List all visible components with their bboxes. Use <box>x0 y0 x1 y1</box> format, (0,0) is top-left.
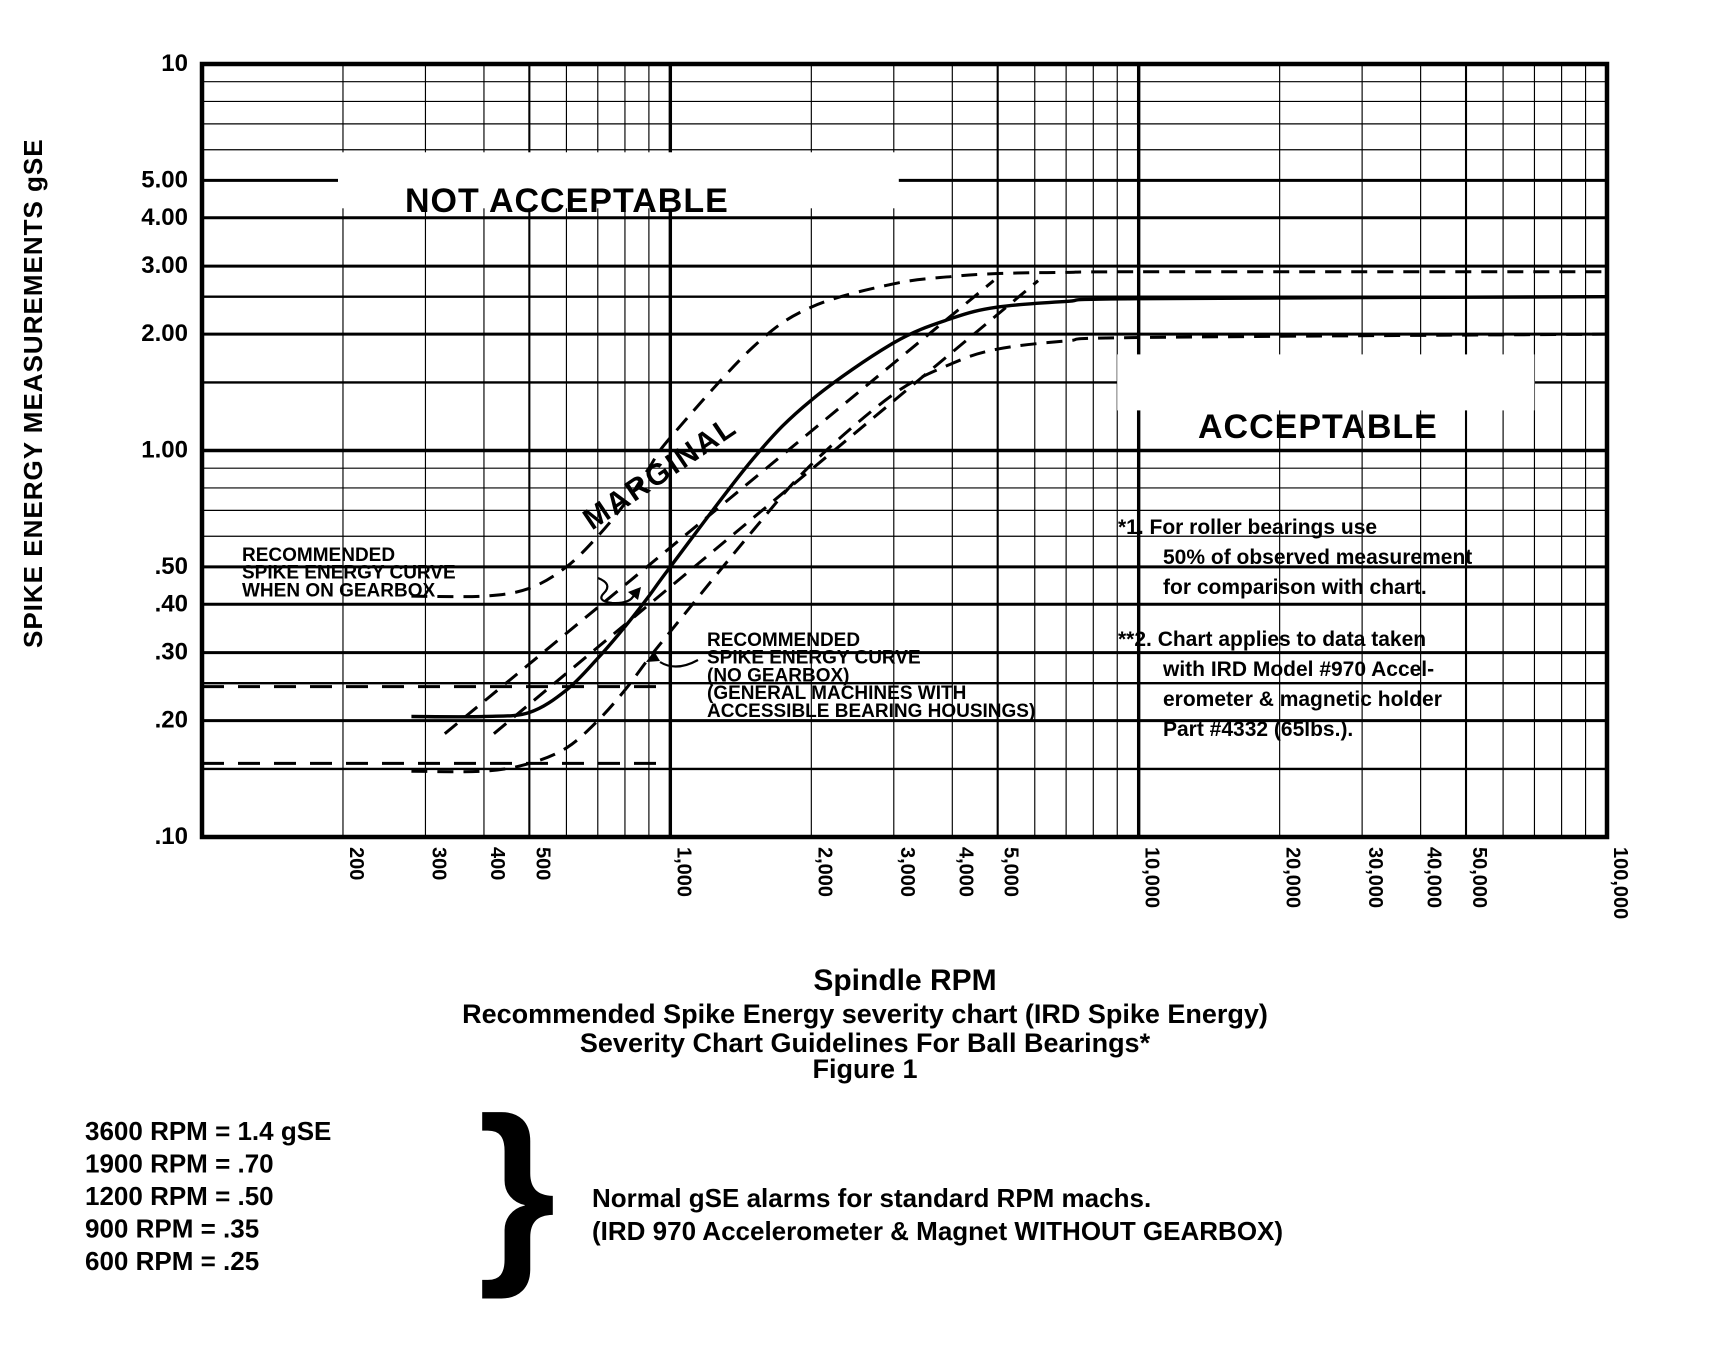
svg-text:100,000: 100,000 <box>1609 847 1631 919</box>
svg-text:3.00: 3.00 <box>141 252 188 279</box>
svg-text:WHEN ON GEARBOX: WHEN ON GEARBOX <box>242 580 436 601</box>
svg-text:50,000: 50,000 <box>1468 847 1490 908</box>
svg-text:}: } <box>478 1077 556 1300</box>
svg-text:.10: .10 <box>155 823 188 850</box>
svg-text:1,000: 1,000 <box>672 847 694 897</box>
svg-text:5.00: 5.00 <box>141 166 188 193</box>
svg-text:.50: .50 <box>155 553 188 580</box>
svg-text:10,000: 10,000 <box>1141 847 1163 908</box>
svg-text:3600 RPM = 1.4 gSE: 3600 RPM = 1.4 gSE <box>85 1116 331 1146</box>
svg-text:4,000: 4,000 <box>954 847 976 897</box>
svg-text:1200 RPM = .50: 1200 RPM = .50 <box>85 1181 274 1211</box>
svg-text:ACCESSIBLE BEARING HOUSINGS): ACCESSIBLE BEARING HOUSINGS) <box>707 701 1035 722</box>
svg-text:1.00: 1.00 <box>141 437 188 464</box>
svg-text:Recommended Spike Energy sever: Recommended Spike Energy severity chart … <box>462 999 1268 1029</box>
svg-text:Spindle RPM: Spindle RPM <box>813 964 996 997</box>
svg-text:40,000: 40,000 <box>1423 847 1445 908</box>
svg-text:400: 400 <box>486 847 508 880</box>
svg-text:NOT ACCEPTABLE: NOT ACCEPTABLE <box>405 182 729 220</box>
svg-text:2.00: 2.00 <box>141 320 188 347</box>
svg-text:50% of observed measurement: 50% of observed measurement <box>1163 546 1472 569</box>
svg-text:**2. Chart applies to data tak: **2. Chart applies to data taken <box>1118 628 1426 651</box>
svg-text:.40: .40 <box>155 590 188 617</box>
svg-text:1900 RPM = .70: 1900 RPM = .70 <box>85 1149 274 1179</box>
svg-text:(IRD 970 Accelerometer & Magne: (IRD 970 Accelerometer & Magnet WITHOUT … <box>592 1216 1283 1246</box>
svg-text:MARGINAL: MARGINAL <box>577 410 743 537</box>
svg-text:.30: .30 <box>155 639 188 666</box>
svg-text:Figure 1: Figure 1 <box>812 1054 917 1084</box>
svg-text:300: 300 <box>428 847 450 880</box>
svg-text:4.00: 4.00 <box>141 204 188 231</box>
svg-text:Part #4332 (65lbs.).: Part #4332 (65lbs.). <box>1163 718 1353 741</box>
svg-text:with IRD Model #970 Accel-: with IRD Model #970 Accel- <box>1162 658 1434 681</box>
svg-text:ACCEPTABLE: ACCEPTABLE <box>1198 408 1438 446</box>
svg-text:600 RPM = .25: 600 RPM = .25 <box>85 1246 259 1276</box>
svg-text:Normal gSE alarms for standard: Normal gSE alarms for standard RPM machs… <box>592 1183 1151 1213</box>
svg-text:for comparison with chart.: for comparison with chart. <box>1163 576 1427 599</box>
svg-text:200: 200 <box>345 847 367 880</box>
svg-text:20,000: 20,000 <box>1282 847 1304 908</box>
svg-text:erometer & magnetic holder: erometer & magnetic holder <box>1163 688 1442 711</box>
svg-text:2,000: 2,000 <box>813 847 835 897</box>
svg-text:10: 10 <box>161 50 188 77</box>
svg-text:5,000: 5,000 <box>1000 847 1022 897</box>
svg-text:.20: .20 <box>155 707 188 734</box>
svg-text:500: 500 <box>531 847 553 880</box>
svg-text:3,000: 3,000 <box>896 847 918 897</box>
svg-text:900 RPM = .35: 900 RPM = .35 <box>85 1214 259 1244</box>
svg-text:*1. For roller bearings use: *1. For roller bearings use <box>1118 516 1377 539</box>
svg-text:30,000: 30,000 <box>1364 847 1386 908</box>
